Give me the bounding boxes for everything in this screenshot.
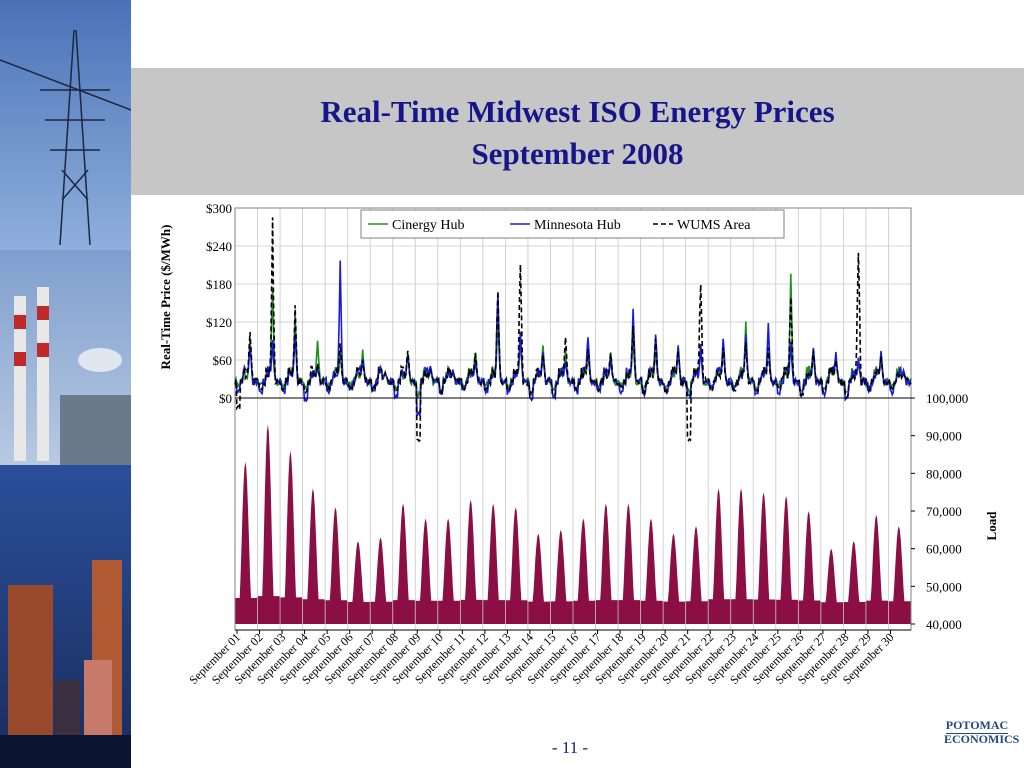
legend-label-minnesota: Minnesota Hub <box>534 218 621 233</box>
chart-panel: $300 $240 $180 $120 $60 $0 100,000 90,000 80,000… <box>148 200 1002 709</box>
y-load-tick-5: 50,000 <box>926 579 962 594</box>
price-series <box>234 217 912 443</box>
slide-title: Real-Time Midwest ISO Energy Prices <box>320 94 835 129</box>
page-number: - 11 - <box>551 738 589 757</box>
y-price-tick-0: $300 <box>206 201 232 216</box>
y-load-tick-3: 70,000 <box>926 504 962 519</box>
power-tower-icon <box>0 29 131 246</box>
y-load-tick-6: 40,000 <box>926 617 962 632</box>
y-price-tick-1: $240 <box>206 239 232 254</box>
smokestack-icon <box>14 287 131 465</box>
chart-legend: Cinergy Hub Minnesota Hub WUMS Area <box>360 209 785 239</box>
y-load-tick-0: 100,000 <box>926 391 968 406</box>
legend-label-cinergy: Cinergy Hub <box>392 218 464 233</box>
legend-label-wums: WUMS Area <box>677 218 751 233</box>
y-load-tick-1: 90,000 <box>926 429 962 444</box>
y-price-tick-4: $60 <box>213 353 233 368</box>
slide-subtitle: September 2008 <box>471 136 684 171</box>
y-price-tick-3: $120 <box>206 315 232 330</box>
company-logo: POTOMAC ECONOMICS <box>944 718 1020 746</box>
logo-line-1: POTOMAC <box>945 718 1009 732</box>
y-load-tick-4: 60,000 <box>926 542 962 557</box>
load-area-series <box>235 424 911 624</box>
y-axis-price-label: Real-Time Price ($/MWh) <box>158 225 173 370</box>
y-axis-load-label: Load <box>984 511 999 541</box>
logo-line-2: ECONOMICS <box>944 732 1020 746</box>
title-band <box>131 68 1024 195</box>
logo-divider <box>946 733 1008 734</box>
series-line-wums <box>234 217 912 443</box>
sidebar-photo-strip <box>0 0 131 768</box>
chart-axes: $300 $240 $180 $120 $60 $0 100,000 90,000 80,000… <box>186 201 968 687</box>
y-price-tick-5: $0 <box>219 391 232 406</box>
price-load-chart: $300 $240 $180 $120 $60 $0 100,000 90,000 80,000… <box>158 201 999 687</box>
load-area <box>235 424 911 624</box>
city-skyline-icon <box>0 560 131 768</box>
y-load-tick-2: 80,000 <box>926 466 962 481</box>
y-price-tick-2: $180 <box>206 277 232 292</box>
